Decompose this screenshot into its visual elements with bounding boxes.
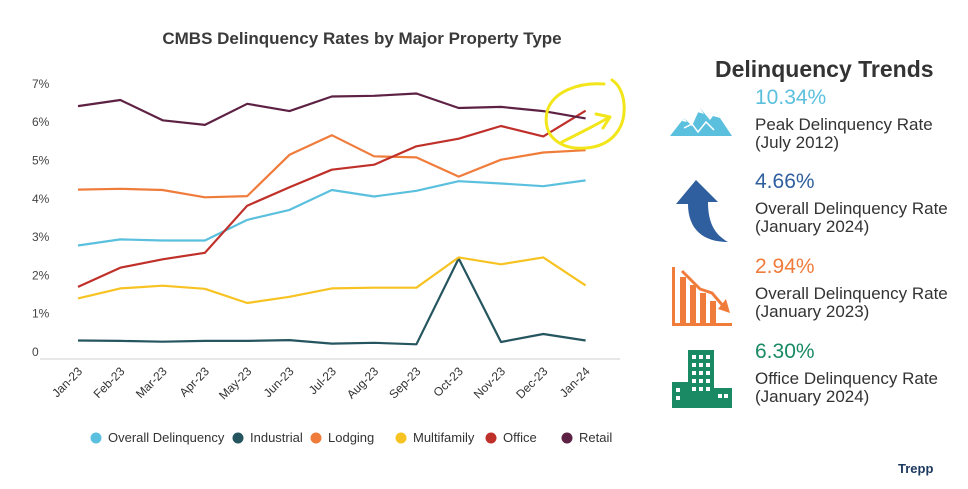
panel-title: Delinquency Trends xyxy=(715,56,934,82)
x-tick-label: Apr-23 xyxy=(177,364,213,400)
x-tick-label: Mar-23 xyxy=(133,364,170,401)
highlight-circle xyxy=(544,78,626,150)
legend-label: Retail xyxy=(579,430,612,445)
y-tick-label: 0 xyxy=(32,345,39,359)
office-building-icon xyxy=(670,348,734,412)
series-lines xyxy=(77,92,587,346)
legend-label: Lodging xyxy=(328,430,374,445)
legend-swatch xyxy=(90,432,102,444)
series-line-industrial xyxy=(77,257,586,346)
series-line-retail xyxy=(77,92,586,127)
declining-bar-chart-icon xyxy=(670,263,734,327)
series-line-lodging xyxy=(77,134,586,199)
trepp-logo: Trepp xyxy=(898,461,934,476)
arrow-up-icon xyxy=(670,178,734,242)
x-tick-label: Jul-23 xyxy=(306,364,339,397)
legend-swatch xyxy=(310,432,322,444)
x-tick-label: Jun-23 xyxy=(261,364,297,400)
trend-label-overall-2024: Overall Delinquency Rate (January 2024) xyxy=(755,199,948,236)
trend-label-office: Office Delinquency Rate (January 2024) xyxy=(755,369,939,406)
trend-value-office: 6.30% xyxy=(755,340,815,363)
x-tick-label: Jan-24 xyxy=(557,364,593,400)
legend-label: Industrial xyxy=(250,430,303,445)
legend-label: Multifamily xyxy=(413,430,475,445)
y-tick-label: 6% xyxy=(32,115,50,129)
legend-label: Office xyxy=(503,430,537,445)
series-line-overall-delinquency xyxy=(77,179,586,247)
x-tick-label: May-23 xyxy=(216,364,254,402)
trend-value-overall-2024: 4.66% xyxy=(755,170,815,193)
trend-label-overall-2023: Overall Delinquency Rate (January 2023) xyxy=(755,284,948,321)
trend-item-office: 6.30% Office Delinquency Rate (January 2… xyxy=(660,340,968,424)
legend-swatch xyxy=(485,432,497,444)
x-tick-label: Dec-23 xyxy=(513,364,550,401)
series-line-office xyxy=(77,109,587,288)
highlight-arrow-head xyxy=(594,112,612,130)
x-tick-label: Aug-23 xyxy=(344,364,381,401)
y-tick-label: 5% xyxy=(32,154,50,168)
y-tick-label: 1% xyxy=(32,307,50,321)
x-tick-label: Feb-23 xyxy=(91,364,128,401)
delinquency-trends-panel: Delinquency Trends 10.34% Peak Delinquen… xyxy=(660,52,968,412)
y-tick-label: 2% xyxy=(32,268,50,282)
legend-swatch xyxy=(232,432,244,444)
y-tick-label: 7% xyxy=(32,77,50,91)
legend-swatch xyxy=(395,432,407,444)
highlight-arrow-shaft xyxy=(560,116,610,144)
highlight-annotation xyxy=(544,78,626,150)
trend-value-peak: 10.34% xyxy=(755,86,827,109)
y-tick-label: 3% xyxy=(32,230,50,244)
legend-label: Overall Delinquency xyxy=(108,430,225,445)
trend-item-overall-2024: 4.66% Overall Delinquency Rate (January … xyxy=(660,170,968,254)
trend-item-peak: 10.34% Peak Delinquency Rate (July 2012) xyxy=(660,86,968,170)
trend-value-overall-2023: 2.94% xyxy=(755,255,815,278)
trend-item-overall-2023: 2.94% Overall Delinquency Rate (January … xyxy=(660,255,968,339)
x-tick-label: Jan-23 xyxy=(49,364,85,400)
chart-title: CMBS Delinquency Rates by Major Property… xyxy=(162,29,561,48)
chart-legend: Overall Delinquency Industrial Lodging Mult… xyxy=(90,430,612,445)
trend-label-peak: Peak Delinquency Rate (July 2012) xyxy=(755,115,933,152)
mountain-icon xyxy=(670,94,734,158)
x-tick-label: Nov-23 xyxy=(471,364,508,401)
x-tick-label: Oct-23 xyxy=(430,364,466,400)
x-tick-label: Sep-23 xyxy=(386,364,423,401)
legend-swatch xyxy=(561,432,573,444)
series-line-multifamily xyxy=(77,256,587,305)
y-tick-label: 4% xyxy=(32,192,50,206)
